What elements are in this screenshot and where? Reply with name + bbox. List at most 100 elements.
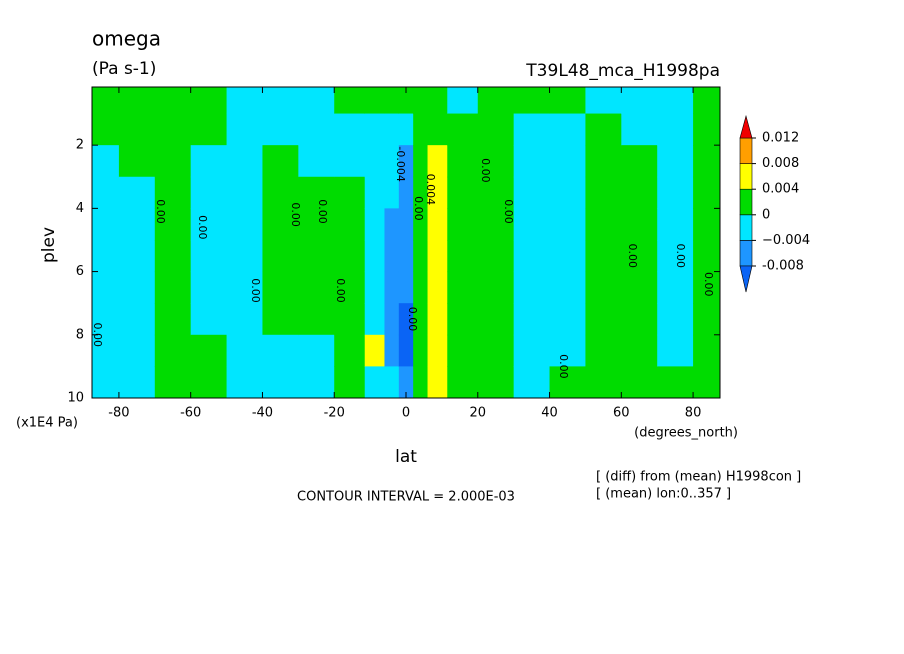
contour-cell: [585, 334, 622, 367]
contour-cell: [549, 366, 586, 399]
contour-cell: [585, 113, 622, 146]
contour-cell: [298, 208, 335, 241]
contour-cell: [693, 303, 721, 336]
contour-label: 0.004: [424, 174, 437, 206]
contour-cell: [513, 303, 551, 336]
contour-cell: [262, 113, 299, 146]
contour-cell: [413, 176, 429, 209]
contour-label: 0.00: [334, 278, 347, 303]
contour-cell: [657, 271, 694, 304]
contour-cell: [657, 145, 694, 178]
note: [ (diff) from (mean) H1998con ]: [596, 470, 801, 485]
contour-cell: [92, 239, 120, 273]
contour-cell: [334, 87, 366, 115]
contour-cell: [384, 87, 400, 115]
contour-cell: [447, 208, 479, 241]
contour-cell: [513, 176, 551, 209]
colorbar-label: 0.012: [762, 131, 799, 146]
contour-cell: [364, 113, 385, 146]
contour-cell: [447, 145, 479, 178]
contour-cell: [693, 239, 721, 273]
contour-cell: [384, 208, 400, 241]
contour-cell: [118, 271, 156, 304]
contour-label: 0.00: [196, 215, 209, 240]
contour-cell: [621, 87, 658, 115]
contour-cell: [364, 334, 385, 367]
contour-cell: [154, 145, 192, 178]
contour-cell: [585, 271, 622, 304]
contour-cell: [621, 366, 658, 399]
contour-cell: [118, 208, 156, 241]
contour-cell: [477, 87, 515, 115]
colorbar-label: -0.008: [762, 259, 804, 274]
contour-cell: [226, 239, 263, 273]
contour-label: 0.00: [289, 202, 302, 227]
contour-cell: [477, 113, 515, 146]
contour-label: -0.004: [394, 146, 407, 181]
contour-cell: [657, 176, 694, 209]
chart-subtitle: T39L48_mca_H1998pa: [525, 61, 720, 81]
contour-cell: [364, 87, 385, 115]
contour-cell: [154, 176, 192, 209]
x-tick-label: -40: [252, 406, 273, 421]
contour-cell: [154, 334, 192, 367]
contour-cell: [190, 208, 228, 241]
colorbar-box: [739, 240, 753, 267]
contour-cell: [226, 303, 263, 336]
contour-cell: [334, 239, 366, 273]
contour-interval: CONTOUR INTERVAL = 2.000E-03: [297, 490, 515, 505]
x-tick-label: -20: [324, 406, 345, 421]
contour-cell: [154, 87, 192, 115]
note: [ (mean) lon:0..357 ]: [596, 487, 731, 502]
contour-cell: [92, 145, 120, 178]
contour-label: 0.00: [316, 199, 329, 224]
contour-cell: [621, 208, 658, 241]
contour-cell: [621, 239, 658, 273]
contour-cell: [334, 176, 366, 209]
contour-cell: [364, 271, 385, 304]
contour-cell: [92, 271, 120, 304]
colorbar-label: 0: [762, 207, 770, 222]
contour-cell: [118, 113, 156, 146]
contour-cell: [657, 366, 694, 399]
contour-cell: [413, 87, 429, 115]
contour-cell: [384, 334, 400, 367]
contour-cell: [427, 334, 448, 367]
contour-cell: [334, 145, 366, 178]
contour-cell: [549, 239, 586, 273]
contour-cell: [190, 239, 228, 273]
contour-cell: [384, 176, 400, 209]
colorbar-label: 0.004: [762, 182, 799, 197]
contour-cell: [298, 271, 335, 304]
contour-cell: [398, 176, 414, 209]
contour-cell: [549, 176, 586, 209]
contour-label: 0.00: [626, 244, 639, 269]
contour-cell: [427, 208, 448, 241]
contour-cell: [477, 208, 515, 241]
contour-cell: [226, 334, 263, 367]
contour-cell: [427, 271, 448, 304]
contour-cell: [549, 271, 586, 304]
contour-label: 0.00: [557, 354, 570, 379]
contour-cell: [92, 334, 120, 367]
contour-cell: [447, 366, 479, 399]
contour-cell: [262, 145, 299, 178]
contour-cell: [477, 176, 515, 209]
contour-cell: [398, 239, 414, 273]
contour-cell: [549, 113, 586, 146]
contour-cell: [427, 366, 448, 399]
contour-cell: [154, 366, 192, 399]
x-tick-label: -80: [108, 406, 129, 421]
contour-cell: [427, 176, 448, 209]
contour-cell: [334, 271, 366, 304]
contour-cell: [657, 334, 694, 367]
x-tick-label: 80: [685, 406, 702, 421]
y-tick-label: 8: [76, 327, 84, 342]
contour-cell: [447, 271, 479, 304]
x-tick-label: 0: [402, 406, 410, 421]
contour-cell: [513, 334, 551, 367]
contour-cell: [513, 366, 551, 399]
contour-cell: [298, 113, 335, 146]
contour-cell: [549, 208, 586, 241]
contour-label: 0.00: [249, 278, 262, 303]
